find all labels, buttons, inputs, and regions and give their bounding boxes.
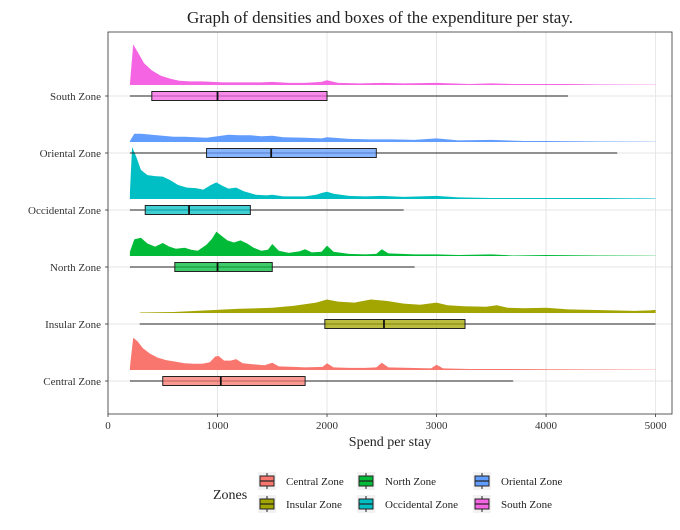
y-tick-label-occidental-zone: Occidental Zone (28, 205, 101, 217)
legend-label-central-zone: Central Zone (286, 476, 344, 488)
legend-title: Zones (213, 488, 247, 503)
chart-title: Graph of densities and boxes of the expe… (187, 8, 573, 27)
plot-frame (107, 31, 673, 415)
box-north-zone (174, 262, 273, 272)
density-occidental-zone (129, 147, 656, 199)
density-central-zone (129, 337, 656, 370)
legend-item-north-zone: North Zone (357, 472, 436, 490)
legend-label-oriental-zone: Oriental Zone (501, 476, 563, 488)
x-tick-label: 3000 (426, 420, 449, 432)
x-tick-label: 0 (105, 420, 111, 432)
x-tick-label: 1000 (207, 420, 230, 432)
legend-label-south-zone: South Zone (501, 499, 552, 511)
density-oriental-zone (129, 133, 656, 142)
density-south-zone (129, 44, 656, 85)
legend: Zones Central Zone Insular Zone North Zone… (213, 472, 563, 513)
x-axis-title: Spend per stay (349, 435, 431, 450)
y-tick-label-insular-zone: Insular Zone (45, 319, 101, 331)
density-insular-zone (139, 299, 656, 313)
grid-lines (107, 32, 672, 414)
legend-item-oriental-zone: Oriental Zone (473, 472, 563, 490)
box-central-zone (162, 376, 306, 386)
density-north-zone (129, 231, 656, 256)
legend-item-occidental-zone: Occidental Zone (357, 495, 458, 513)
box-occidental-zone (144, 205, 251, 215)
y-tick-label-central-zone: Central Zone (43, 376, 101, 388)
legend-label-north-zone: North Zone (385, 476, 436, 488)
box-insular-zone (324, 319, 466, 329)
y-tick-label-south-zone: South Zone (50, 91, 101, 103)
legend-item-south-zone: South Zone (473, 495, 552, 513)
legend-label-insular-zone: Insular Zone (286, 499, 342, 511)
legend-label-occidental-zone: Occidental Zone (385, 499, 458, 511)
axes: 0 1000 2000 3000 4000 5000 Central Zone Insular… (28, 91, 667, 432)
legend-item-central-zone: Central Zone (258, 472, 344, 490)
x-tick-label: 5000 (645, 420, 668, 432)
legend-item-insular-zone: Insular Zone (258, 495, 342, 513)
x-tick-label: 2000 (316, 420, 339, 432)
y-tick-label-oriental-zone: Oriental Zone (40, 148, 102, 160)
series-layer (129, 44, 656, 386)
box-oriental-zone (206, 148, 377, 158)
y-tick-label-north-zone: North Zone (50, 262, 101, 274)
box-south-zone (151, 91, 328, 101)
x-tick-label: 4000 (535, 420, 558, 432)
